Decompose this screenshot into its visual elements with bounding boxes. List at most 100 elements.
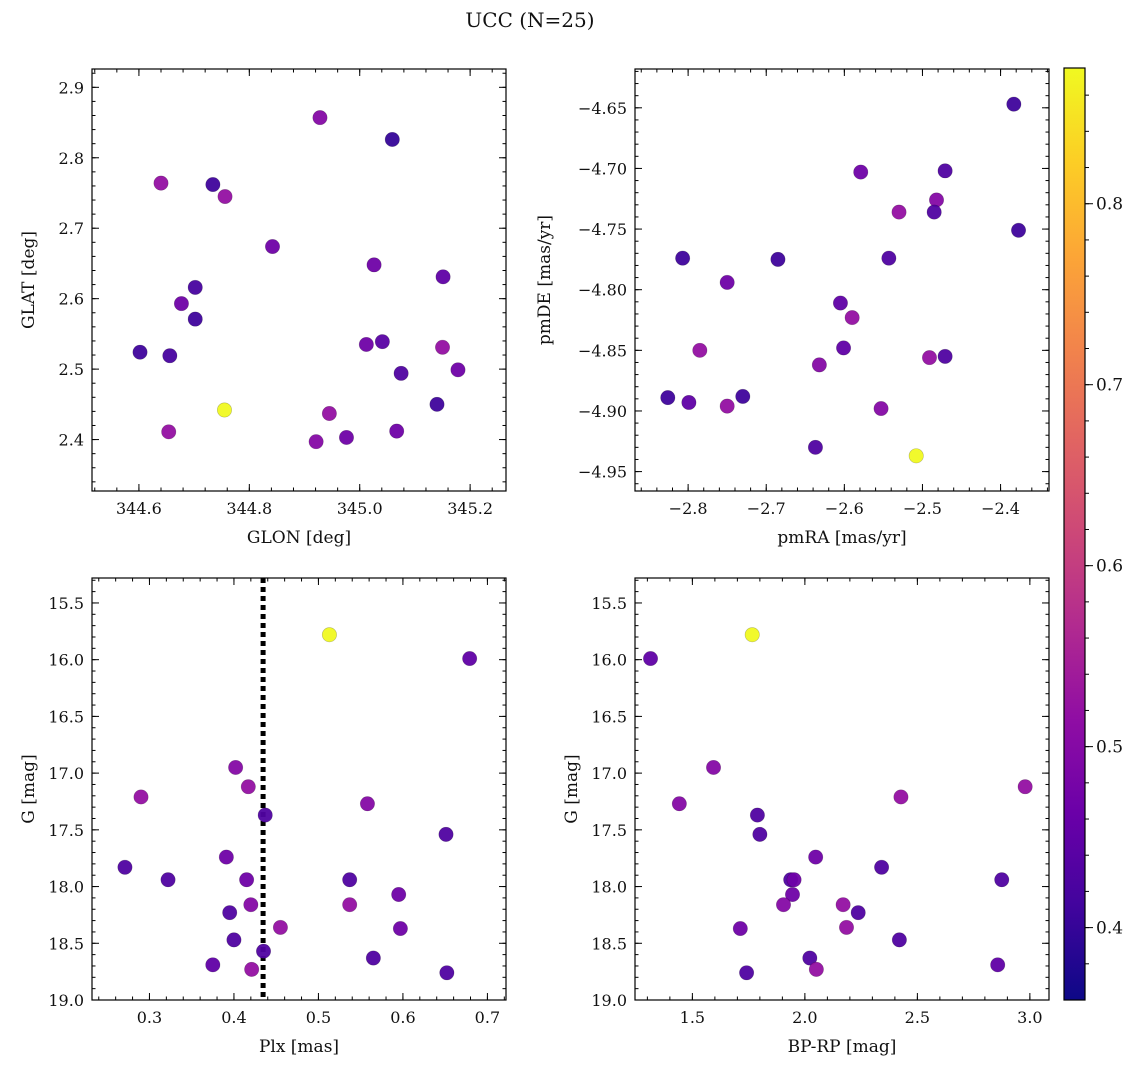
scatter-point: [732, 921, 748, 937]
tick-marks: [92, 578, 506, 1001]
scatter-point: [807, 439, 823, 455]
scatter-point: [853, 164, 869, 180]
scatter-point: [205, 177, 221, 193]
y-tick-label: 16.0: [48, 651, 84, 670]
colorbar-tick-label: 0.4: [1096, 919, 1123, 939]
scatter-point: [187, 311, 203, 327]
scatter-point: [784, 886, 800, 902]
scatter-point: [389, 423, 405, 439]
x-tick-label: 0.7: [475, 1008, 500, 1027]
x-tick-label: 344.6: [116, 499, 162, 518]
scatter-point: [739, 965, 755, 981]
y-tick-label: 2.7: [59, 219, 84, 238]
scatter-point: [937, 348, 953, 364]
scatter-points: [117, 627, 478, 981]
panel-glon-glat: 344.6 344.8 345.0 345.2 2.4 2.5 2.6 2.7 2.8 2.9 GL…: [19, 68, 507, 548]
scatter-point: [365, 950, 381, 966]
y-axis-label: pmDE [mas/yr]: [535, 215, 555, 345]
y-tick-label: 18.0: [591, 878, 627, 897]
y-tick-label: 15.5: [591, 594, 627, 613]
scatter-point: [994, 872, 1010, 888]
scatter-point: [873, 401, 889, 417]
panel-color-g: 1.5 2.0 2.5 3.0 15.5 16.0 16.5 17.0 17.5 18.0 18.5…: [562, 577, 1050, 1057]
scatter-point: [1006, 96, 1022, 112]
scatter-point: [256, 943, 272, 959]
x-tick-label: 0.6: [390, 1008, 415, 1027]
scatter-points: [660, 96, 1027, 464]
scatter-point: [719, 398, 735, 414]
y-tick-label: 17.5: [48, 821, 84, 840]
scatter-point: [205, 957, 221, 973]
scatter-point: [217, 189, 233, 205]
scatter-point: [153, 175, 169, 191]
scatter-point: [692, 342, 708, 358]
scatter-point: [312, 110, 328, 126]
scatter-point: [681, 394, 697, 410]
x-tick-label: 344.8: [226, 499, 272, 518]
scatter-point: [308, 434, 324, 450]
scatter-point: [671, 796, 687, 812]
scatter-point: [429, 396, 445, 412]
x-axis-label: GLON [deg]: [247, 528, 351, 548]
y-tick-label: 19.0: [48, 991, 84, 1010]
y-tick-label: 2.5: [59, 360, 84, 379]
scatter-point: [321, 406, 337, 422]
scatter-point: [358, 336, 374, 352]
scatter-point: [450, 362, 466, 378]
y-axis-label: GLAT [deg]: [19, 231, 39, 329]
scatter-point: [908, 448, 924, 464]
axes-frame: [91, 68, 507, 492]
x-tick-label: 345.2: [447, 499, 493, 518]
scatter-point: [342, 897, 358, 913]
scatter-point: [435, 339, 451, 355]
y-tick-label: 2.6: [59, 290, 84, 309]
y-tick-label: 2.9: [59, 78, 84, 97]
scatter-point: [393, 365, 409, 381]
tick-marks: [635, 69, 1049, 491]
scatter-point: [744, 627, 760, 643]
scatter-points: [643, 627, 1033, 981]
scatter-point: [240, 779, 256, 795]
y-tick-label: 17.0: [48, 764, 84, 783]
scatter-point: [770, 251, 786, 267]
scatter-point: [243, 897, 259, 913]
scatter-point: [874, 859, 890, 875]
scatter-point: [160, 872, 176, 888]
scatter-point: [162, 348, 178, 364]
y-tick-label: 18.5: [591, 934, 627, 953]
scatter-point: [735, 388, 751, 404]
scatter-point: [439, 965, 455, 981]
colorbar: 0.4 0.5 0.6 0.7 0.8: [1063, 67, 1123, 1001]
x-tick-label: −2.7: [747, 499, 786, 518]
colorbar-tick-label: 0.7: [1096, 376, 1123, 396]
y-tick-label: 18.0: [48, 878, 84, 897]
panel-pmra-pmde: −2.8 −2.7 −2.6 −2.5 −2.4 −4.95 −4.90 −4.85 −4.80…: [535, 68, 1050, 548]
y-tick-label: 18.5: [48, 934, 84, 953]
scatter-point: [366, 257, 382, 273]
y-axis-label: G [mag]: [19, 754, 39, 823]
y-axis-label: G [mag]: [562, 754, 582, 823]
x-tick-label: 0.3: [137, 1008, 162, 1027]
scatter-point: [706, 759, 722, 775]
scatter-point: [675, 250, 691, 266]
scatter-point: [117, 859, 133, 875]
scatter-point: [802, 950, 818, 966]
scatter-point: [222, 905, 238, 921]
scatter-point: [384, 131, 400, 147]
scatter-point: [990, 957, 1006, 973]
axes-frame: [634, 577, 1050, 1001]
scatter-points: [132, 110, 466, 450]
x-tick-label: 2.5: [905, 1008, 930, 1027]
scatter-point: [187, 279, 203, 295]
scatter-point: [921, 350, 937, 366]
y-tick-label: 2.8: [59, 149, 84, 168]
x-tick-label: 345.0: [337, 499, 383, 518]
scatter-point: [844, 310, 860, 326]
scatter-point: [228, 759, 244, 775]
y-tick-label: 15.5: [48, 594, 84, 613]
scatter-point: [749, 807, 765, 823]
scatter-point: [435, 269, 451, 285]
scatter-point: [808, 961, 824, 977]
scatter-point: [1017, 779, 1033, 795]
y-tick-label: −4.80: [578, 281, 627, 300]
